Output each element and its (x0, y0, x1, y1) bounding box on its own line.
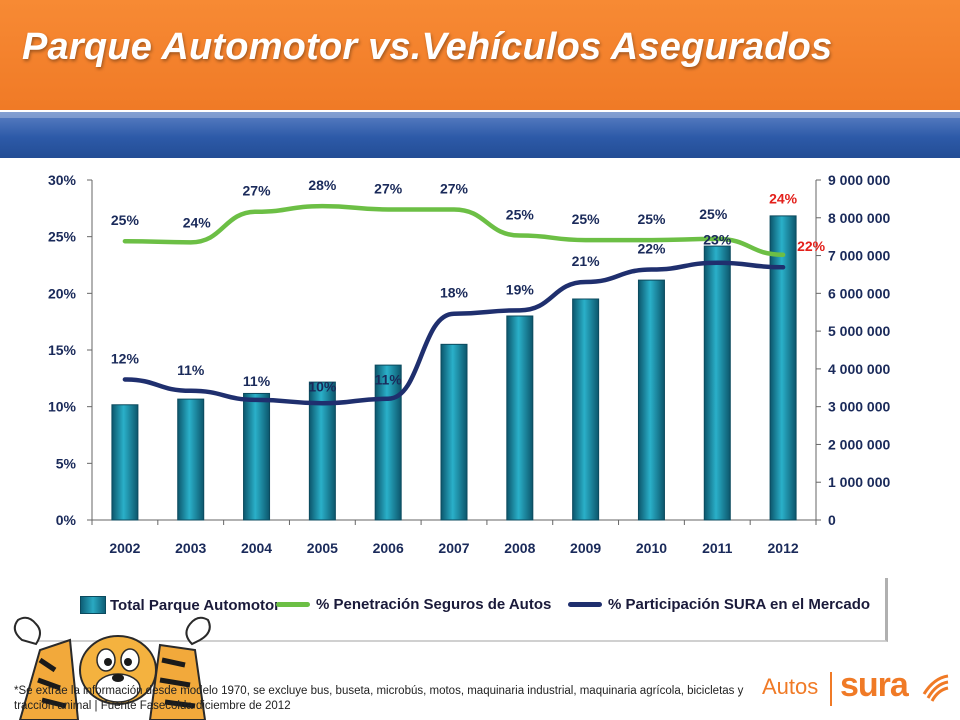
y-tick-label-right: 7 000 000 (828, 248, 890, 264)
x-tick-label: 2012 (768, 540, 799, 556)
title-bar: Parque Automotor vs.Vehículos Asegurados (0, 0, 960, 110)
data-label-participacion: 22% (637, 241, 666, 257)
y-tick-label-right: 5 000 000 (828, 323, 890, 339)
data-label-participacion: 10% (308, 378, 337, 394)
bar-parque-automotor (111, 404, 139, 521)
data-label-participacion: 24% (769, 190, 798, 206)
bar-parque-automotor (703, 245, 731, 521)
y-tick-label-left: 25% (48, 229, 77, 245)
x-tick-label: 2006 (373, 540, 404, 556)
bar-parque-automotor (177, 398, 205, 521)
y-tick-label-left: 0% (56, 512, 77, 528)
y-tick-label-right: 6 000 000 (828, 285, 890, 301)
slide-title: Parque Automotor vs.Vehículos Asegurados (22, 26, 833, 68)
legend-label: % Participación SURA en el Mercado (608, 596, 871, 613)
y-tick-label-left: 30% (48, 172, 77, 188)
legend-line-swatch (276, 602, 310, 607)
line-penetracion-seguros (122, 203, 786, 258)
data-label-penetracion: 25% (572, 211, 601, 227)
data-label-penetracion: 27% (440, 180, 469, 196)
data-label-penetracion: 27% (243, 183, 272, 199)
y-tick-label-left: 20% (48, 285, 77, 301)
bar-parque-automotor (440, 343, 468, 521)
bar-parque-automotor (637, 279, 665, 521)
x-tick-label: 2009 (570, 540, 601, 556)
combo-chart: 0% 5% 10% 15% 20% 25% 30% 0 1 000 000 2 000 000 3 … (48, 172, 891, 556)
y-tick-label-left: 10% (48, 399, 77, 415)
chart-legend: Total Parque Automotor % Penetración Seg… (36, 578, 888, 642)
data-label-penetracion: 25% (699, 206, 728, 222)
sura-brand: Autos sura (762, 666, 952, 710)
legend-item-participacion: % Participación SURA en el Mercado (568, 596, 870, 613)
y-tick-label-right: 2 000 000 (828, 436, 890, 452)
bar-parque-automotor (243, 392, 271, 521)
sura-swoosh-icon (922, 674, 949, 702)
x-tick-label: 2008 (504, 540, 535, 556)
x-tick-label: 2005 (307, 540, 338, 556)
x-tick-label: 2003 (175, 540, 206, 556)
blue-banner (0, 112, 960, 158)
data-label-penetracion: 28% (308, 177, 337, 193)
data-label-penetracion: 25% (637, 211, 666, 227)
y-tick-label-left: 5% (56, 455, 77, 471)
legend-label: Total Parque Automotor (110, 596, 280, 614)
legend-line-swatch (568, 602, 602, 607)
footnote: *Se extrae la información desde modelo 1… (14, 685, 744, 712)
data-label-penetracion: 25% (506, 207, 535, 223)
data-label-penetracion: 25% (111, 212, 140, 228)
data-label-participacion: 12% (111, 350, 140, 366)
y-tick-label-right: 8 000 000 (828, 210, 890, 226)
x-tick-label: 2007 (438, 540, 469, 556)
data-label-penetracion: 22% (797, 238, 826, 254)
blue-banner-highlight (0, 112, 960, 118)
x-tick-label: 2004 (241, 540, 272, 556)
x-tick-label: 2010 (636, 540, 667, 556)
data-label-participacion: 21% (572, 253, 601, 269)
x-tick-label: 2011 (702, 540, 733, 556)
y-tick-label-right: 4 000 000 (828, 361, 890, 377)
legend-item-parque: Total Parque Automotor (80, 596, 280, 614)
brand-separator (830, 672, 832, 706)
legend-label: % Penetración Seguros de Autos (316, 596, 552, 613)
bar-parque-automotor (572, 298, 600, 521)
legend-bar-swatch (80, 596, 106, 614)
y-tick-label-right: 9 000 000 (828, 172, 890, 188)
data-label-participacion: 23% (703, 232, 732, 248)
legend-item-penetracion: % Penetración Seguros de Autos (276, 596, 551, 613)
tiger-mascot-illustration (13, 616, 211, 720)
bar-parque-automotor (374, 364, 402, 521)
data-label-penetracion: 27% (374, 180, 403, 196)
x-tick-label: 2002 (109, 540, 140, 556)
data-label-participacion: 11% (177, 362, 205, 378)
bar-parque-automotor (769, 215, 797, 521)
data-label-penetracion: 24% (183, 214, 212, 230)
bar-parque-automotor (506, 315, 534, 521)
brand-autos-label: Autos (762, 674, 819, 699)
line-participacion-sura (122, 260, 786, 406)
data-label-participacion: 11% (375, 372, 403, 388)
data-label-participacion: 19% (506, 281, 535, 297)
y-tick-label-left: 15% (48, 342, 77, 358)
data-label-participacion: 18% (440, 285, 469, 301)
y-tick-label-right: 3 000 000 (828, 399, 890, 415)
y-tick-label-right: 0 (828, 512, 836, 528)
brand-sura-logo: sura (840, 666, 909, 704)
data-label-participacion: 11% (243, 373, 271, 389)
y-tick-label-right: 1 000 000 (828, 474, 890, 490)
